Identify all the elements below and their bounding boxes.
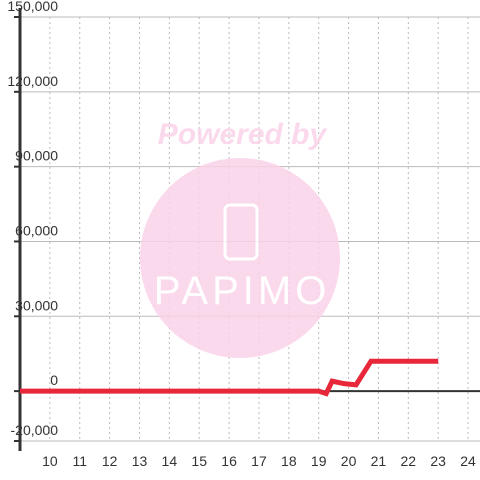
line-series bbox=[20, 358, 439, 397]
x-tick-label: 16 bbox=[221, 453, 237, 469]
x-tick-label: 18 bbox=[281, 453, 297, 469]
x-tick-label: 21 bbox=[371, 453, 387, 469]
x-tick-label: 23 bbox=[430, 453, 446, 469]
watermark: Powered by PAPIMO bbox=[140, 118, 340, 358]
y-tick-label: 120,000 bbox=[7, 73, 58, 89]
x-tick-label: 24 bbox=[460, 453, 476, 469]
watermark-text: Powered by bbox=[158, 118, 328, 151]
x-tick-label: 13 bbox=[132, 453, 148, 469]
y-tick-label: 30,000 bbox=[15, 297, 58, 313]
x-tick-label: 22 bbox=[401, 453, 417, 469]
x-tick-label: 14 bbox=[162, 453, 178, 469]
y-tick-label: 150,000 bbox=[7, 0, 58, 14]
x-tick-label: 17 bbox=[251, 453, 267, 469]
y-tick-label: 90,000 bbox=[15, 148, 58, 164]
x-tick-label: 12 bbox=[102, 453, 118, 469]
x-tick-label: 20 bbox=[341, 453, 357, 469]
watermark-phone bbox=[223, 203, 259, 261]
y-tick-label: 0 bbox=[50, 372, 58, 388]
x-tick-label: 19 bbox=[311, 453, 327, 469]
x-tick-label: 10 bbox=[42, 453, 58, 469]
x-tick-label: 11 bbox=[72, 453, 87, 469]
y-tick-label: 60,000 bbox=[15, 222, 58, 238]
y-tick-label: -20,000 bbox=[11, 422, 59, 438]
watermark-logo: PAPIMO bbox=[154, 269, 331, 313]
x-tick-label: 15 bbox=[191, 453, 207, 469]
